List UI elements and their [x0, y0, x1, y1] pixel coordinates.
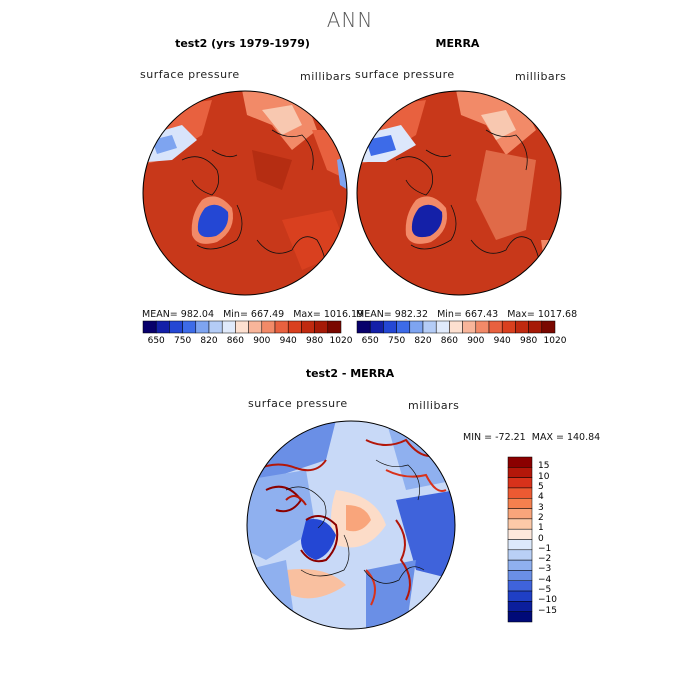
colorbar-tick-label: 980: [306, 336, 324, 346]
units-label: millibars: [408, 399, 460, 412]
colorbar-tick-label: 4: [538, 492, 544, 503]
units-label: millibars: [515, 70, 567, 83]
colorbar-swatch: [435, 320, 450, 334]
field-label: surface pressure: [355, 68, 455, 81]
colorbar-tick-label: 900: [253, 336, 271, 346]
colorbar-swatch: [507, 611, 533, 623]
colorbar-swatch: [462, 320, 477, 334]
colorbar-swatch: [287, 320, 302, 334]
colorbar-swatch: [515, 320, 529, 334]
colorbar-swatch: [475, 320, 490, 334]
stats-merra: MEAN= 982.32 Min= 667.43 Max= 1017.68: [356, 309, 578, 320]
polar-map-diff: [246, 420, 456, 630]
colorbar-swatch: [208, 320, 223, 334]
colorbar-tick-label: −10: [538, 595, 557, 606]
colorbar-swatch: [507, 601, 533, 612]
panel-title-test2: test2 (yrs 1979-1979): [175, 37, 310, 50]
colorbar-swatch: [422, 320, 437, 334]
colorbar-swatch: [507, 539, 533, 551]
colorbar-swatch: [182, 320, 197, 334]
colorbar-tick-label: 650: [147, 336, 165, 346]
colorbar-swatch: [369, 320, 384, 334]
colorbar-tick-label: 0: [538, 533, 544, 544]
colorbar-swatch: [261, 320, 276, 334]
diff-stats: MIN = -72.21 MAX = 140.84: [463, 432, 601, 443]
colorbar-swatch: [169, 320, 183, 334]
colorbar-swatch: [507, 477, 533, 489]
colorbar-swatch: [507, 559, 533, 571]
colorbar-tick-label: −1: [538, 543, 552, 554]
colorbar-swatch: [274, 320, 289, 334]
colorbar-tick-label: 820: [200, 336, 218, 346]
colorbar-tick-label: −15: [538, 605, 557, 616]
diff-panel-title: test2 - MERRA: [305, 367, 395, 380]
colorbar-swatch: [235, 320, 249, 334]
colorbar-swatch: [488, 320, 503, 334]
field-label: surface pressure: [140, 68, 240, 81]
colorbar-swatch: [507, 590, 533, 602]
colorbar-swatch: [356, 320, 371, 334]
colorbar-swatch: [507, 508, 533, 520]
colorbar-swatch: [155, 320, 170, 334]
polar-map-test2: [142, 90, 348, 296]
colorbar-tick-label: 1020: [329, 336, 353, 346]
colorbar-swatch: [528, 320, 543, 334]
colorbar-tick-label: 820: [414, 336, 432, 346]
colorbar-swatch: [396, 320, 411, 334]
stats-test2: MEAN= 982.04 Min= 667.49 Max= 1016.19: [142, 309, 364, 320]
colorbar-tick-label: −2: [538, 554, 552, 565]
colorbar-swatch: [301, 320, 315, 334]
colorbar-tick-label: 650: [361, 336, 379, 346]
colorbar-swatch: [327, 320, 342, 334]
colorbar-swatch: [507, 580, 533, 592]
colorbar-swatch: [314, 320, 329, 334]
colorbar-tick-label: 940: [279, 336, 297, 346]
colorbar-tick-label: 980: [520, 336, 538, 346]
colorbar-swatch: [507, 518, 533, 530]
colorbar-tick-label: 860: [440, 336, 458, 346]
units-label: millibars: [300, 70, 352, 83]
panel-title-merra: MERRA: [435, 37, 480, 50]
colorbar-tick-label: 5: [538, 481, 544, 492]
polar-map-merra: [356, 90, 562, 296]
colorbar-tick-label: 15: [538, 461, 550, 472]
colorbar-swatch: [449, 320, 463, 334]
colorbar-swatch: [383, 320, 397, 334]
colorbar-tick-label: 860: [226, 336, 244, 346]
colorbar-top-left: [142, 320, 342, 334]
colorbar-tick-label: 10: [538, 471, 550, 482]
colorbar-tick-label: −5: [538, 585, 552, 596]
colorbar-tick-label: 1: [538, 523, 544, 534]
colorbar-tick-label: 750: [174, 336, 192, 346]
colorbar-swatch: [507, 467, 533, 478]
colorbar-top-right: [356, 320, 556, 334]
colorbar-swatch: [507, 549, 533, 561]
colorbar-swatch: [541, 320, 556, 334]
colorbar-tick-label: 3: [538, 502, 544, 513]
colorbar-tick-label: 940: [493, 336, 511, 346]
colorbar-diff: [507, 456, 533, 623]
colorbar-swatch: [142, 320, 157, 334]
page-title: ANN: [326, 8, 374, 32]
colorbar-swatch: [248, 320, 263, 334]
colorbar-tick-label: 2: [538, 512, 544, 523]
colorbar-tick-label: −3: [538, 564, 552, 575]
colorbar-swatch: [507, 570, 533, 581]
colorbar-tick-label: 750: [388, 336, 406, 346]
colorbar-swatch: [409, 320, 424, 334]
field-label: surface pressure: [248, 397, 348, 410]
colorbar-swatch: [507, 487, 533, 499]
colorbar-swatch: [195, 320, 210, 334]
colorbar-swatch: [501, 320, 516, 334]
colorbar-swatch: [507, 528, 533, 540]
colorbar-tick-label: 900: [467, 336, 485, 346]
colorbar-swatch: [507, 456, 533, 468]
colorbar-swatch: [507, 498, 533, 509]
colorbar-tick-label: 1020: [543, 336, 567, 346]
colorbar-tick-label: −4: [538, 574, 552, 585]
colorbar-swatch: [221, 320, 236, 334]
